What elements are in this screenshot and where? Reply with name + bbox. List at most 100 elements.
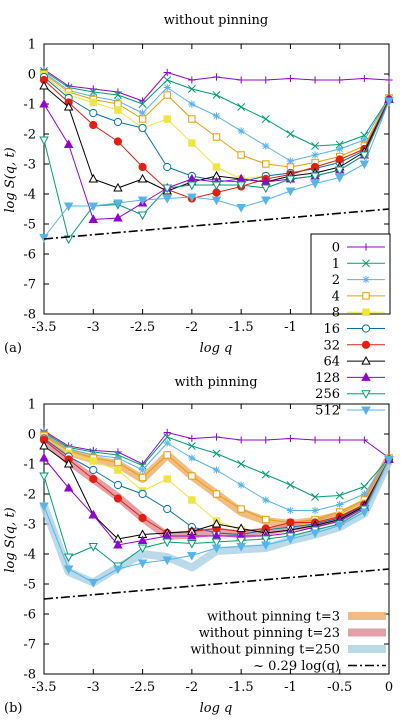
panel-a-series-8-point — [63, 139, 74, 148]
panel-a-series-2-point — [286, 157, 295, 165]
panel-b-ytick-label: -2 — [23, 488, 36, 503]
panel-b-series-9-point — [137, 544, 148, 554]
panel-a: without pinning (a) log q log S(q, t) 10… — [3, 13, 394, 419]
panel-a-series-0-point — [262, 76, 270, 84]
panel-b-series-10-point — [334, 522, 345, 531]
panel-b-ylabel: log S(q, t) — [3, 507, 18, 572]
panel-a-legend-marker — [362, 259, 370, 268]
panel-a-ytick-label: 0 — [28, 68, 36, 83]
panel-b-series-10-point — [137, 559, 148, 569]
panel-b-series-10-point — [211, 544, 222, 554]
panel-a-series-7-point — [63, 101, 74, 111]
panel-a-series-2-point — [188, 100, 196, 108]
panel-b-series-3-point — [212, 490, 221, 498]
panel-a-series-0-point — [385, 76, 393, 84]
panel-b-plot: 1 0 -1 -2 -3 -4 -5 -6 -7 -8-3.5 -3 -2.5 -2 -1.5 -1 -0.5… — [23, 398, 394, 695]
panel-a-series-4-point — [188, 139, 196, 147]
panel-a-series-7-point — [137, 173, 148, 183]
panel-a-plot: 10-1-2-3-4-5-6-7-8-3.5 -3 -2.5 -2 -1.5 -1 — [23, 38, 394, 335]
panel-a-series-10-point — [310, 180, 320, 189]
panel-a-series-6-point — [89, 120, 98, 130]
panel-a-fit-line — [43, 208, 390, 240]
panel-a-series-5-point — [138, 123, 147, 133]
panel-a-series-0-point — [188, 76, 196, 84]
panel-b-series-2-point — [360, 490, 368, 498]
panel-a-series-10-point — [211, 196, 222, 206]
panel-a-series-3-point — [237, 151, 245, 159]
panel-b-series-1-point — [212, 449, 221, 458]
panel-a-series-3-point — [212, 133, 221, 141]
panel-b-series-1-point — [335, 491, 344, 500]
panel-a-series-9-point — [236, 181, 246, 191]
panel-a-legend-label: 0 — [332, 241, 340, 256]
panel-b-series-10-point — [162, 556, 172, 566]
panel-a-series-6-point — [113, 137, 123, 146]
panel-a-series-9-point — [39, 136, 49, 146]
panel-a-legend-label: 4 — [332, 289, 340, 304]
panel-b-series-5-point — [163, 504, 172, 514]
panel-b-series-10-point — [236, 543, 246, 552]
panel-b-series-7-point — [63, 458, 74, 468]
panel-a-xtick-label: -2.5 — [130, 320, 155, 335]
panel-a-legend-marker — [361, 324, 371, 333]
panel-a-series-1-point — [187, 85, 196, 93]
panel-a-series-9-point — [211, 181, 222, 191]
panel-a-legend-label: 512 — [315, 404, 340, 419]
panel-b-series-4-point — [163, 475, 171, 483]
panel-a-series-8-point — [39, 98, 49, 108]
panel-a-legend-marker — [362, 276, 370, 284]
panel-a-legend-label: 128 — [315, 371, 340, 386]
panel-a-legend-marker — [362, 308, 370, 316]
panel-a-series-9-point — [285, 175, 296, 185]
panel-a-series-5-point — [163, 162, 172, 172]
panel-b-series-2-point — [188, 454, 196, 462]
panel-a-series-9-point — [310, 172, 320, 182]
panel-b-ytick-label: -8 — [23, 668, 36, 683]
panel-a-series-0-point — [237, 76, 245, 84]
panel-a-ytick-label: -1 — [23, 98, 36, 113]
panel-b-series-1-point — [163, 433, 172, 441]
panel-a-xtick-label: -3 — [87, 320, 100, 335]
panel-b-series-3-point — [114, 458, 122, 467]
panel-a-legend-box — [310, 233, 391, 315]
panel-b-xtick-label: -3 — [87, 680, 100, 695]
panel-b-series-10-point — [113, 565, 123, 575]
panel-a-frame — [43, 43, 390, 315]
panel-a-series-8-point — [113, 212, 123, 222]
panel-a-legend-marker — [362, 243, 370, 251]
panel-b-series-8-point — [39, 452, 49, 462]
panel-b-series-5-point — [89, 465, 98, 475]
panel-b-series-4-point — [89, 457, 97, 465]
panel-b-series-1-point — [286, 481, 295, 489]
panel-b-series-0-point — [237, 436, 245, 444]
panel-b-series-10-point — [384, 456, 394, 465]
panel-a-ylabel: log S(q, t) — [3, 147, 18, 212]
panel-a-series-10-point — [113, 199, 123, 209]
panel-a-xlabel: log q — [200, 341, 233, 356]
panel-b-series-0-point — [188, 434, 196, 443]
panel-a-series-9-point — [334, 166, 345, 176]
panel-a-series-2-point — [336, 145, 344, 153]
panel-b-series-0-point — [360, 436, 368, 444]
panel-a-series-10-point — [334, 174, 345, 183]
panel-a-series-0-point — [336, 76, 344, 84]
panel-a-series-2-point — [212, 112, 221, 120]
panel-b-series-9-point — [162, 538, 172, 548]
panel-b-series-9-point — [187, 540, 197, 549]
panel-b-xtick-label: -2 — [186, 680, 199, 695]
panel-a-label: (a) — [4, 341, 22, 356]
panel-b-frame — [43, 403, 390, 675]
panel-b-series-2-point — [163, 439, 171, 447]
panel-b-series-10-point — [187, 552, 197, 561]
panel-b-ytick-label: 1 — [28, 398, 36, 413]
panel-a-legend-marker — [361, 355, 371, 365]
panel-a-series-10-point — [236, 204, 246, 213]
panel-b-series-1-point — [261, 470, 270, 479]
panel-b-legend-label: ~ 0.29 log(q) — [253, 659, 340, 674]
panel-b-series-3-point — [163, 451, 171, 459]
panel-a-ytick-label: -3 — [23, 158, 36, 173]
panel-b-series-0-point — [336, 436, 344, 444]
panel-b-series-2-point — [336, 500, 344, 509]
panel-a-series-9-point — [137, 211, 148, 221]
